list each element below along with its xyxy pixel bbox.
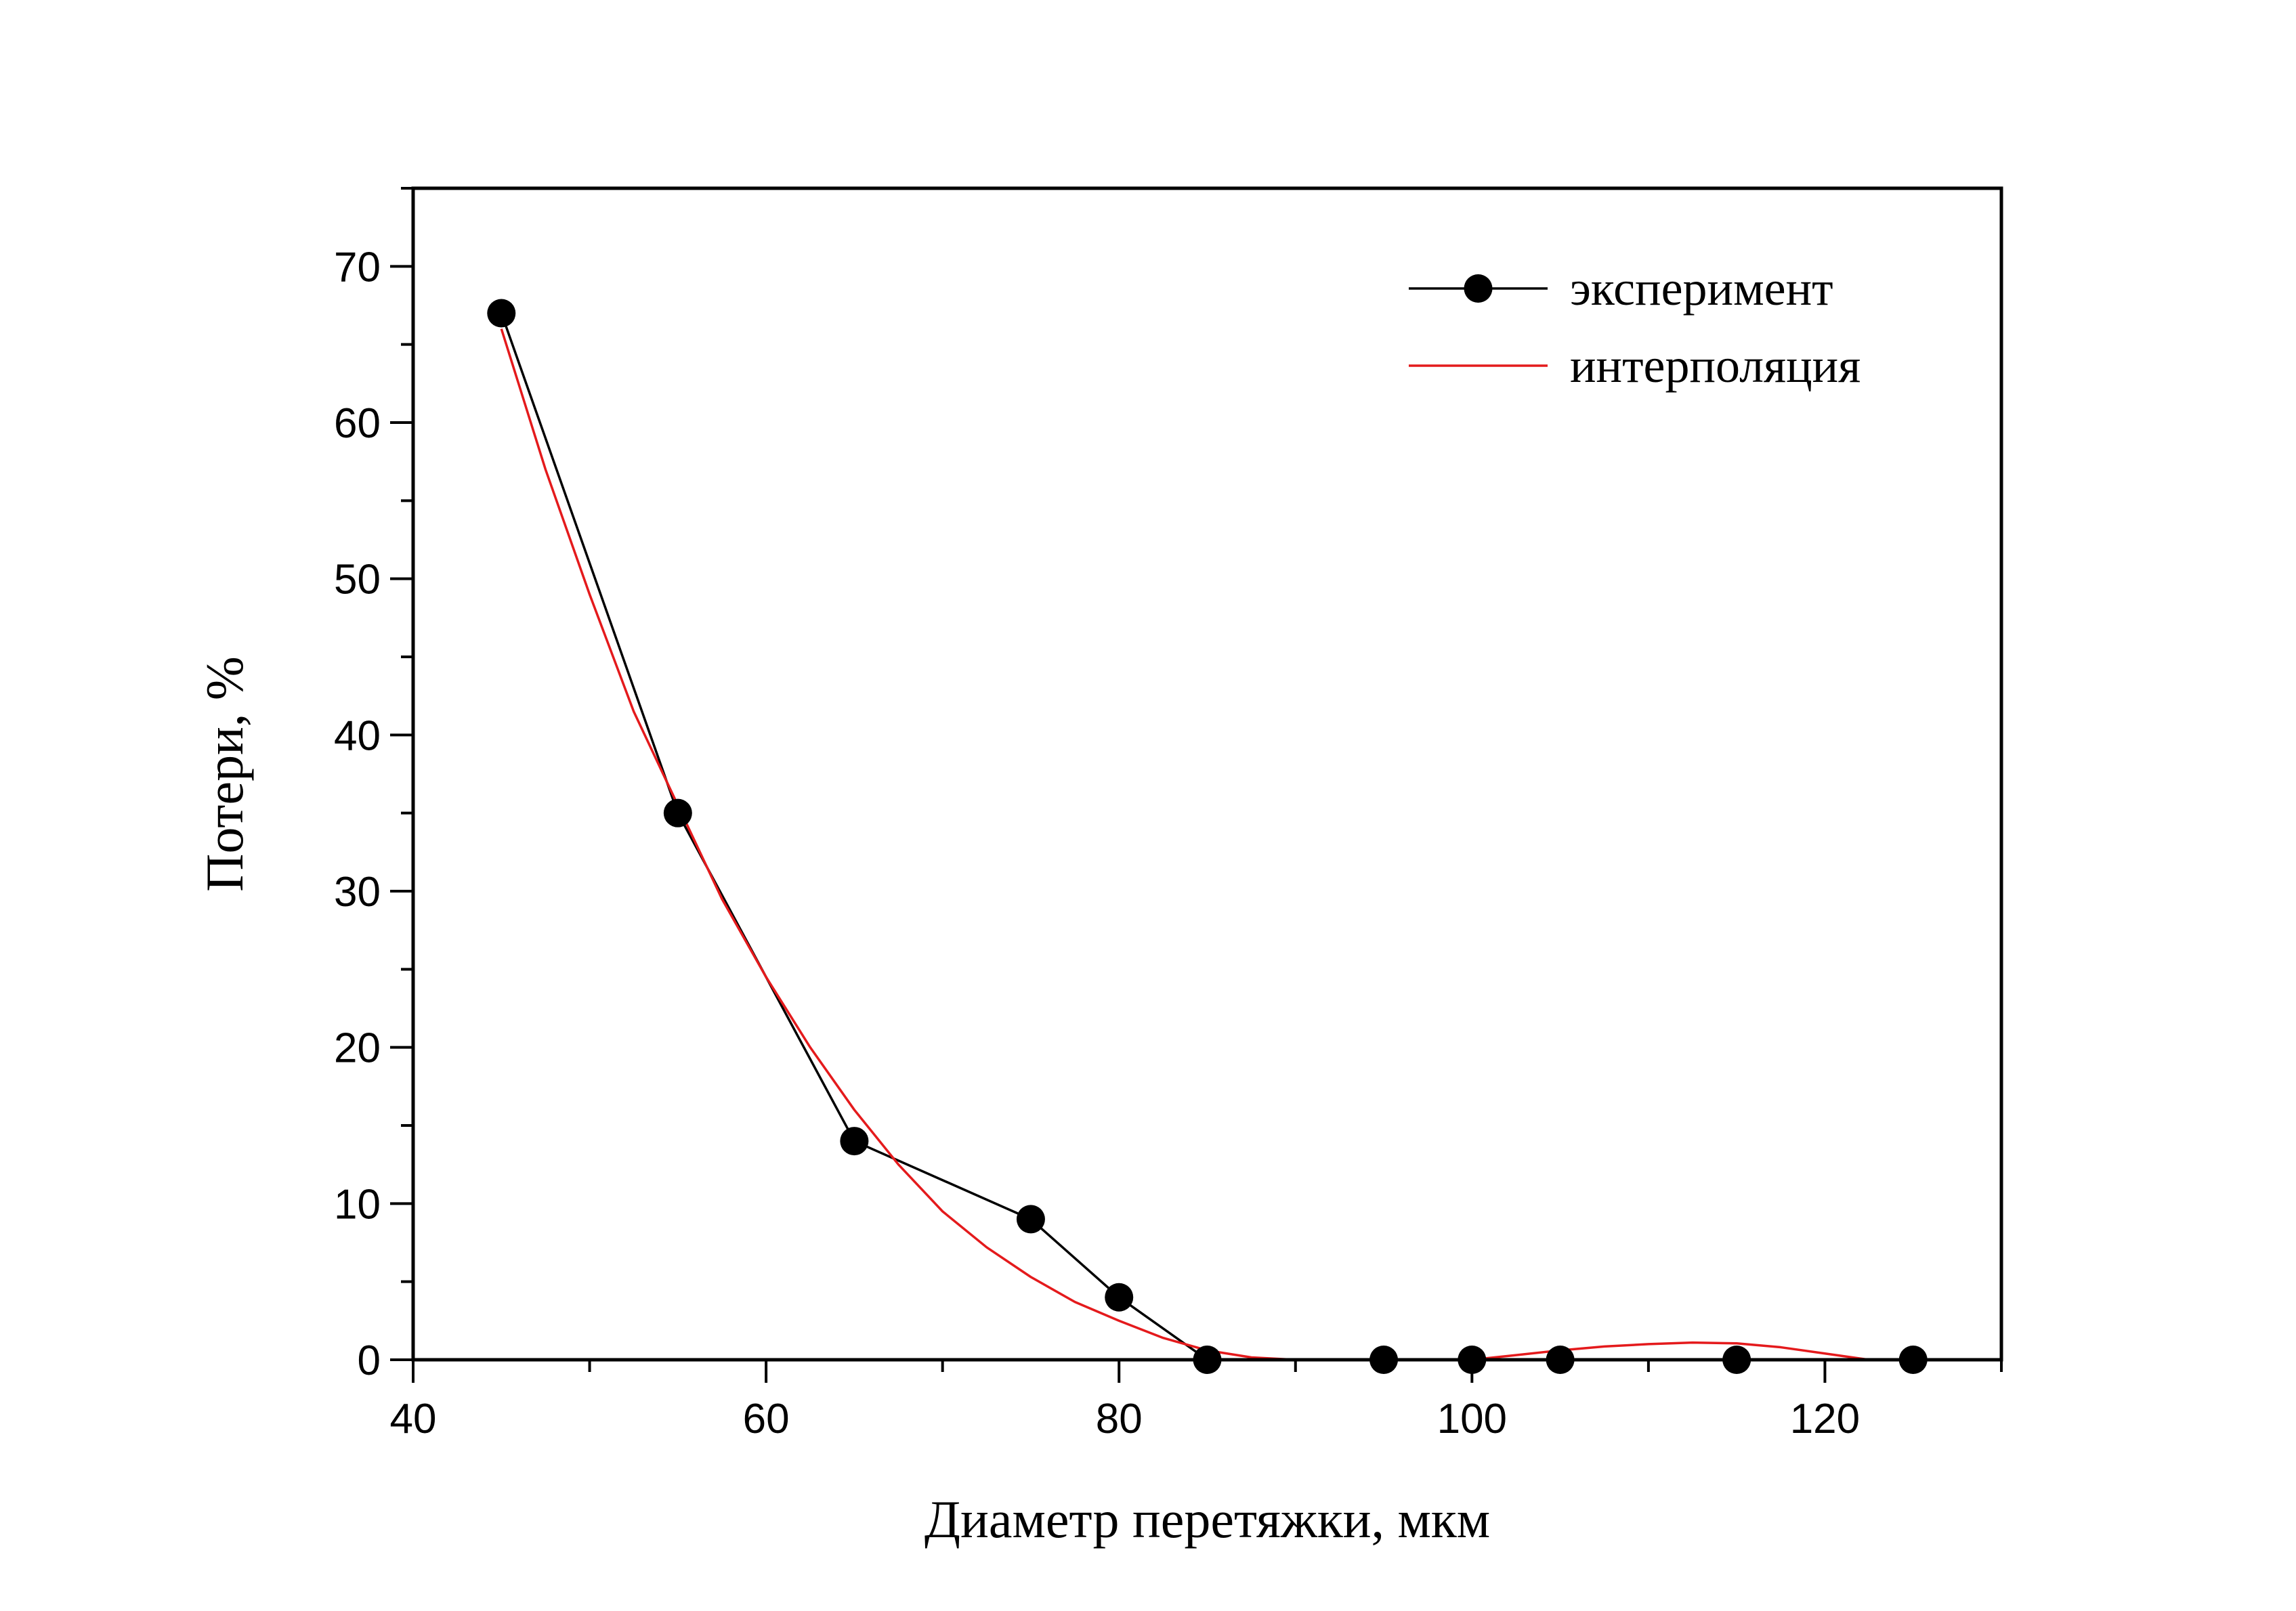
y-axis-title: Потери, % [195,656,254,892]
legend-experiment-label: эксперимент [1570,261,1833,316]
x-axis-title: Диаметр перетяжки, мкм [924,1490,1490,1549]
legend: эксперимент интерполяция [1409,261,1861,393]
y-tick-label: 30 [334,869,381,916]
x-tick-labels: 40 60 80 100 120 [390,1396,1861,1442]
experiment-point [1105,1283,1134,1312]
y-tick-label: 60 [334,400,381,447]
legend-experiment-marker [1464,274,1493,303]
plot-frame [411,186,2003,1362]
experiment-point [1016,1205,1045,1234]
y-tick-label: 40 [334,712,381,759]
experiment-point [487,299,516,328]
legend-interpolation-label: интерполяция [1570,339,1861,393]
minor-ticks [401,187,2003,1372]
plot-area [487,299,1928,1374]
x-tick-label: 40 [390,1396,437,1442]
experiment-point [840,1127,869,1156]
experiment-series-line [500,312,1913,1361]
major-ticks [390,265,1827,1383]
y-tick-label: 10 [334,1181,381,1228]
x-tick-label: 120 [1790,1396,1860,1442]
y-tick-label: 50 [334,557,381,603]
y-tick-label: 20 [334,1025,381,1072]
x-tick-label: 60 [743,1396,790,1442]
experiment-point [663,798,692,828]
y-tick-labels: 0 10 20 30 40 50 60 70 [334,244,381,1384]
x-tick-label: 80 [1096,1396,1143,1442]
interpolation-series-line [500,328,1869,1361]
y-tick-label: 0 [358,1337,381,1384]
y-tick-label: 70 [334,244,381,291]
x-tick-label: 100 [1437,1396,1507,1442]
